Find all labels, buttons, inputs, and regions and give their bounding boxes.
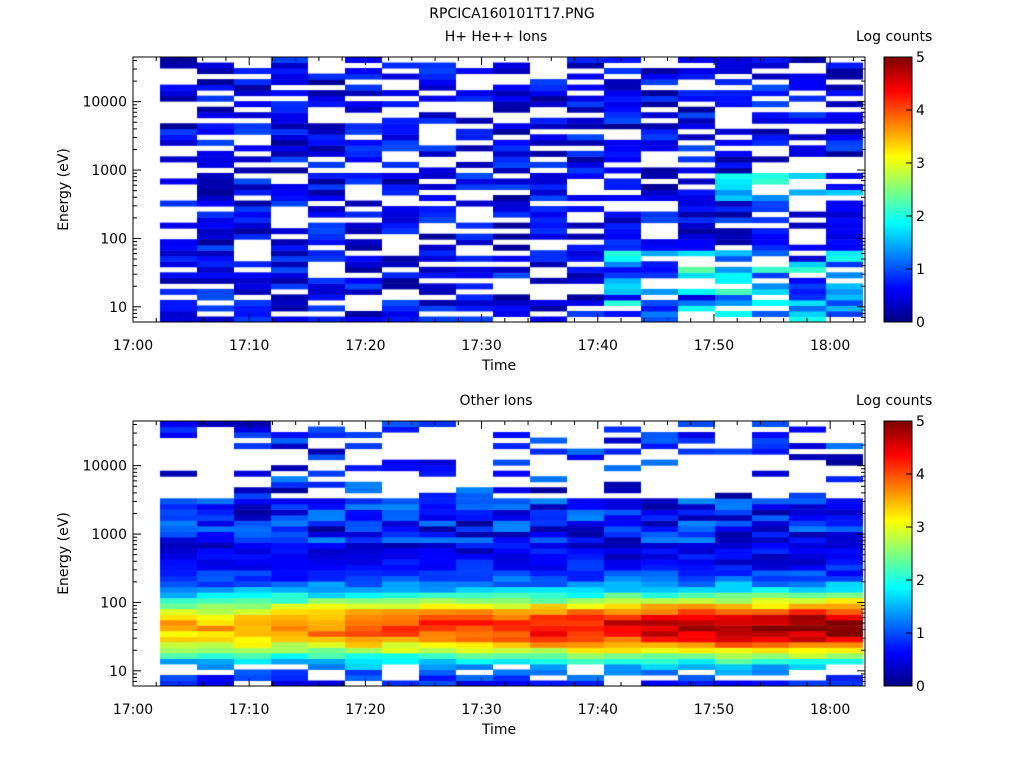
colorbar-tick-label: 3 bbox=[916, 156, 925, 172]
y-axis-label: Energy (eV) bbox=[56, 148, 72, 231]
y-tick-label: 10 bbox=[109, 300, 127, 316]
colorbar-tick-label: 2 bbox=[916, 573, 925, 589]
y-tick-label: 10000 bbox=[82, 95, 127, 111]
colorbar-tick-label: 1 bbox=[916, 626, 925, 642]
y-tick-label: 10 bbox=[109, 664, 127, 680]
panel1-title: H+ He++ Ions bbox=[444, 29, 548, 45]
y-tick-label: 100 bbox=[100, 595, 127, 611]
colorbar-tick-label: 4 bbox=[916, 467, 925, 483]
x-tick-label: 17:10 bbox=[229, 702, 269, 718]
y-tick-label: 100 bbox=[100, 231, 127, 247]
x-tick-label: 17:20 bbox=[345, 702, 385, 718]
colorbar-tick-label: 1 bbox=[916, 262, 925, 278]
colorbar-tick-label: 4 bbox=[916, 103, 925, 119]
colorbar-tick-label: 0 bbox=[916, 679, 925, 695]
panel2-title: Other Ions bbox=[459, 393, 533, 409]
panel2-colorbar bbox=[884, 421, 912, 686]
panel1-colorbar-label: Log counts bbox=[856, 29, 933, 45]
x-tick-label: 17:50 bbox=[694, 702, 734, 718]
x-axis-label: Time bbox=[481, 358, 516, 374]
y-tick-label: 1000 bbox=[91, 163, 127, 179]
y-tick-label: 1000 bbox=[91, 527, 127, 543]
x-tick-label: 17:30 bbox=[461, 702, 501, 718]
x-tick-label: 17:20 bbox=[345, 338, 385, 354]
x-tick-label: 17:40 bbox=[578, 338, 618, 354]
plot-frame bbox=[132, 420, 866, 687]
colorbar-frame bbox=[883, 56, 913, 323]
y-tick-label: 10000 bbox=[82, 459, 127, 475]
colorbar-tick-label: 2 bbox=[916, 209, 925, 225]
x-axis-label: Time bbox=[481, 722, 516, 738]
x-tick-label: 17:30 bbox=[461, 338, 501, 354]
colorbar-tick-label: 0 bbox=[916, 315, 925, 331]
x-tick-label: 17:00 bbox=[113, 338, 153, 354]
plot-frame bbox=[132, 56, 866, 323]
panel1-colorbar bbox=[884, 57, 912, 322]
colorbar-tick-label: 5 bbox=[916, 414, 925, 430]
colorbar-tick-label: 3 bbox=[916, 520, 925, 536]
panel2-heatmap bbox=[133, 421, 865, 686]
x-tick-label: 17:10 bbox=[229, 338, 269, 354]
y-axis-label: Energy (eV) bbox=[56, 512, 72, 595]
figure-title: RPCICA160101T17.PNG bbox=[429, 6, 595, 22]
colorbar-tick-label: 5 bbox=[916, 50, 925, 66]
x-tick-label: 17:00 bbox=[113, 702, 153, 718]
x-tick-label: 18:00 bbox=[810, 338, 850, 354]
panel1-heatmap bbox=[133, 57, 865, 322]
panel2-colorbar-label: Log counts bbox=[856, 393, 933, 409]
x-tick-label: 17:40 bbox=[578, 702, 618, 718]
x-tick-label: 17:50 bbox=[694, 338, 734, 354]
colorbar-frame bbox=[883, 420, 913, 687]
x-tick-label: 18:00 bbox=[810, 702, 850, 718]
